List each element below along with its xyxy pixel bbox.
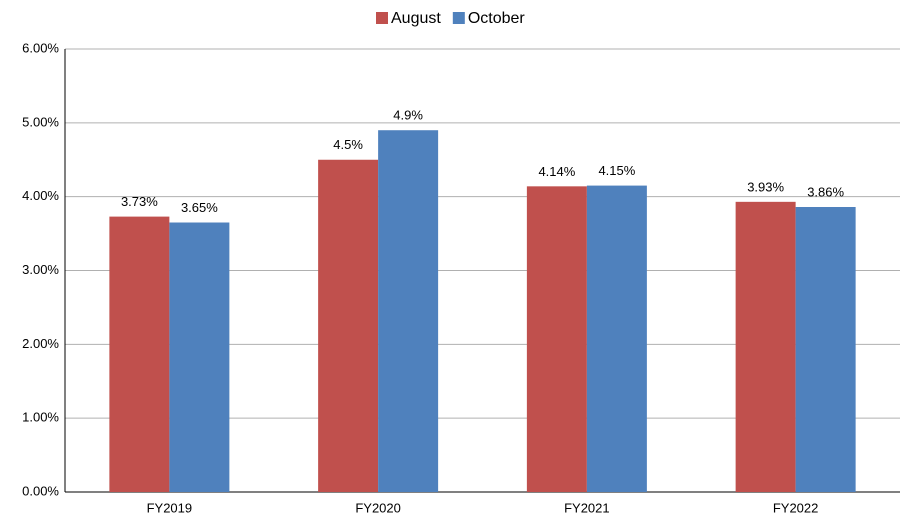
bar: [526, 186, 587, 492]
x-tick-label: FY2019: [147, 500, 193, 515]
bar: [318, 159, 379, 492]
y-tick-label: 2.00%: [22, 336, 59, 351]
x-tick-label: FY2020: [355, 500, 401, 515]
value-label: 3.73%: [121, 194, 158, 209]
x-tick-label: FY2021: [564, 500, 610, 515]
bar: [586, 185, 647, 492]
legend-swatch: [452, 12, 465, 24]
value-label: 3.86%: [807, 184, 844, 199]
value-label: 4.9%: [393, 108, 423, 123]
value-label: 3.65%: [181, 200, 218, 215]
y-tick-label: 6.00%: [22, 40, 59, 55]
value-label: 4.14%: [538, 164, 575, 179]
value-label: 3.93%: [747, 179, 784, 194]
y-tick-label: 5.00%: [22, 114, 59, 129]
value-label: 4.5%: [333, 137, 363, 152]
bar: [109, 216, 170, 492]
y-tick-label: 3.00%: [22, 262, 59, 277]
bar: [378, 130, 439, 492]
legend-text: October: [468, 10, 526, 27]
y-tick-label: 0.00%: [22, 483, 59, 498]
y-tick-label: 1.00%: [22, 410, 59, 425]
bar: [735, 201, 796, 492]
x-tick-label: FY2022: [773, 500, 819, 515]
bar: [795, 207, 856, 492]
bar: [169, 222, 230, 492]
value-label: 4.15%: [598, 163, 635, 178]
legend-text: August: [391, 10, 441, 27]
legend-swatch: [376, 12, 388, 24]
y-tick-label: 4.00%: [22, 188, 59, 203]
